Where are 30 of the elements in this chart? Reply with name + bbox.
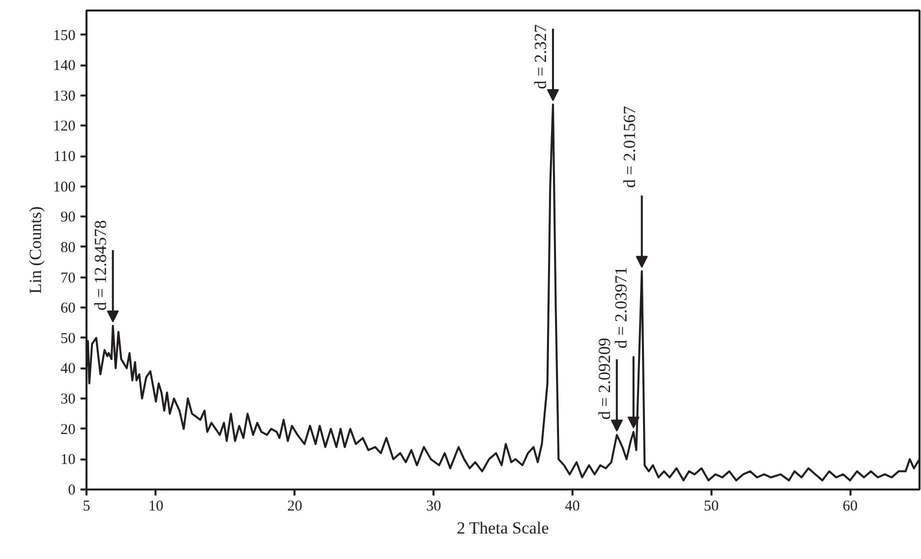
y-tick-label: 150	[53, 28, 76, 44]
annotation: d = 2.327	[530, 24, 550, 90]
x-tick-label: 40	[564, 498, 580, 514]
y-tick-label: 110	[54, 149, 76, 166]
y-tick-label: 40	[60, 361, 76, 378]
y-tick-label: 100	[53, 179, 76, 196]
annotation: d = 2.01567	[620, 106, 639, 188]
y-tick-label: 20	[60, 422, 76, 438]
annotation: d = 12.84578	[90, 220, 110, 310]
x-tick-label: 60	[842, 498, 858, 514]
y-tick-label: 10	[60, 452, 76, 468]
x-tick-label: 5	[82, 498, 90, 514]
y-tick-label: 140	[53, 58, 76, 74]
y-tick-label: 130	[53, 88, 76, 104]
y-tick-label: 120	[53, 118, 76, 135]
y-tick-label: 0	[68, 482, 76, 498]
y-tick-label: 50	[60, 330, 76, 347]
annotation: d = 2.09209	[594, 338, 614, 420]
y-tick-label: 60	[60, 300, 76, 317]
y-tick-label: 70	[60, 270, 76, 286]
x-tick-label: 10	[148, 498, 164, 514]
x-axis-title: 2 Theta Scale	[456, 518, 549, 538]
y-tick-label: 80	[60, 240, 76, 256]
y-tick-label: 90	[60, 210, 76, 226]
y-tick-label: 30	[60, 392, 76, 408]
annotation: d = 2.03971	[612, 266, 631, 349]
x-tick-label: 20	[287, 498, 302, 514]
y-axis-title: Lin (Counts)	[26, 206, 45, 294]
x-tick-label: 30	[426, 498, 442, 514]
x-tick-label: 50	[704, 498, 719, 514]
